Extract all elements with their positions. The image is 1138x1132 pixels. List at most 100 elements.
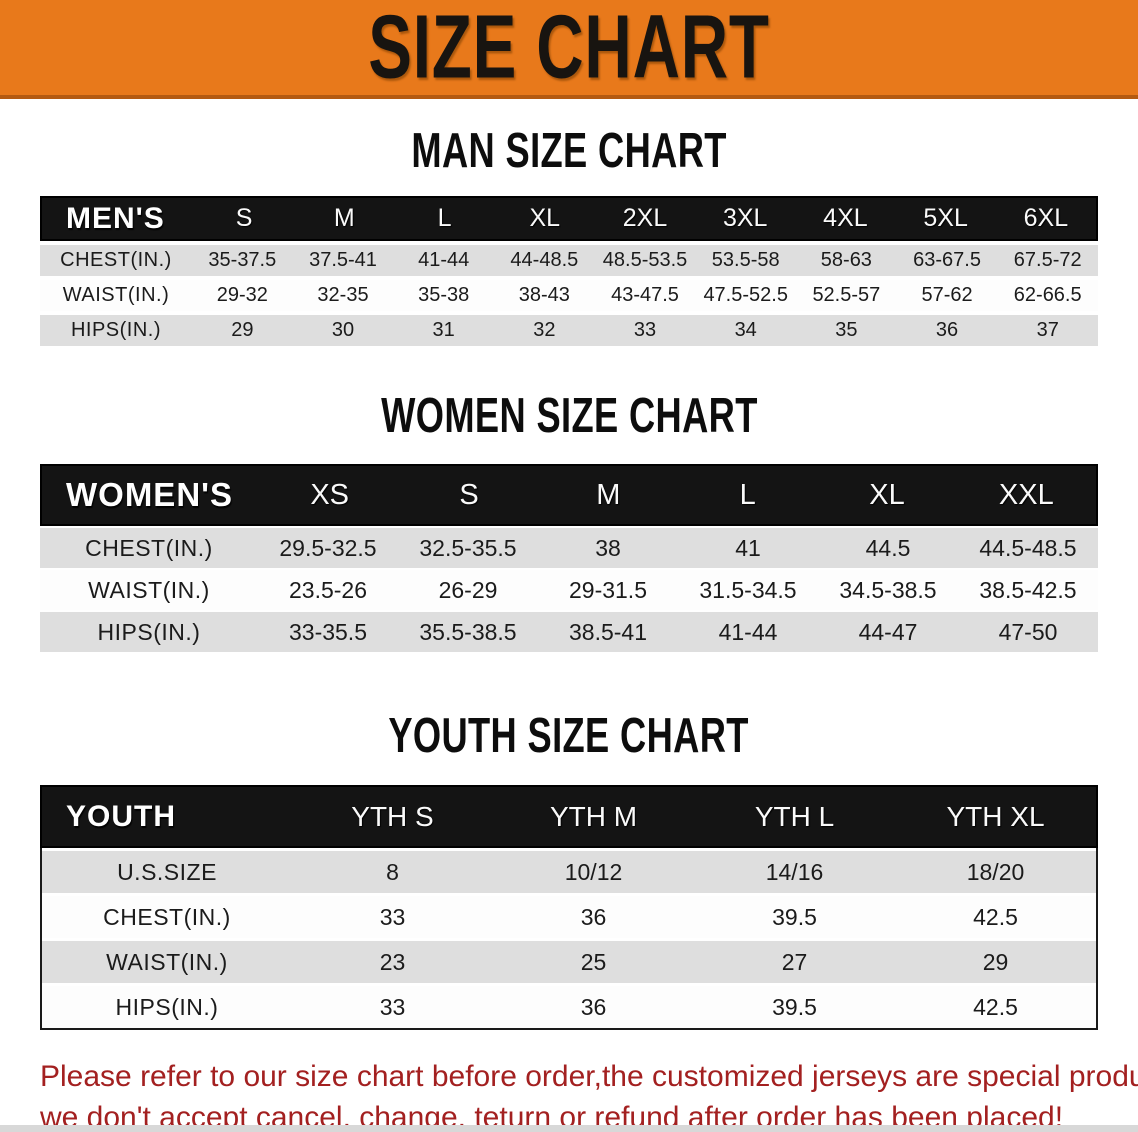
table-cell: 37.5-41 — [309, 249, 377, 271]
table-cell: 32 — [533, 319, 556, 341]
column-header: XL — [869, 478, 905, 511]
table-cell: 37 — [1036, 319, 1059, 341]
column-header: YTH L — [754, 800, 835, 832]
table-cell: 14/16 — [765, 858, 824, 885]
table-cell: 31.5-34.5 — [699, 576, 797, 603]
column-header: 4XL — [823, 204, 868, 232]
table-cell: 58-63 — [820, 249, 872, 271]
table-group-label: YOUTH — [66, 799, 176, 833]
table-cell: 32.5-35.5 — [419, 534, 517, 561]
table-cell: 18/20 — [966, 858, 1025, 885]
table-cell: 44-48.5 — [510, 249, 579, 271]
women-size-chart-title: WOMEN SIZE CHART — [380, 389, 758, 443]
row-label: WAIST(IN.) — [62, 284, 170, 306]
table-cell: 38.5-41 — [568, 618, 647, 645]
row-label: HIPS(IN.) — [97, 618, 201, 645]
table-cell: 63-67.5 — [913, 249, 981, 271]
table-row: WAIST(IN.) 23.5-26 26-29 29-31.5 31.5-34.5 34… — [40, 570, 1098, 610]
table-cell: 47-50 — [998, 618, 1058, 645]
column-header: YTH S — [351, 800, 434, 832]
row-label: CHEST(IN.) — [85, 534, 213, 561]
table-cell: 39.5 — [772, 903, 817, 930]
table-cell: 23 — [379, 948, 406, 975]
table-row: CHEST(IN.) 29.5-32.5 32.5-35.5 38 41 44.5 44.5… — [40, 528, 1098, 568]
table-row: CHEST(IN.) 33 36 39.5 42.5 — [42, 896, 1096, 938]
table-cell: 33-35.5 — [288, 618, 367, 645]
man-section-title-wrap: MAN SIZE CHART — [0, 123, 1138, 179]
table-group-label: MEN'S — [66, 201, 165, 235]
table-cell: 31 — [432, 319, 455, 341]
table-cell: 44.5-48.5 — [979, 534, 1077, 561]
column-header: XXL — [998, 478, 1054, 511]
table-cell: 48.5-53.5 — [602, 249, 688, 271]
column-header: M — [333, 204, 355, 232]
column-header: L — [739, 478, 756, 511]
table-cell: 53.5-58 — [711, 249, 780, 271]
table-cell: 34.5-38.5 — [839, 576, 937, 603]
column-header: XL — [529, 204, 561, 232]
youth-size-chart-title: YOUTH SIZE CHART — [388, 709, 750, 763]
column-header: L — [437, 204, 452, 232]
table-row: CHEST(IN.) 35-37.5 37.5-41 41-44 44-48.5 48.5… — [40, 245, 1098, 276]
table-cell: 35.5-38.5 — [419, 618, 517, 645]
table-cell: 35 — [835, 319, 858, 341]
table-cell: 43-47.5 — [611, 284, 679, 306]
table-cell: 47.5-52.5 — [703, 284, 788, 306]
table-cell: 36 — [580, 903, 607, 930]
table-header-row: MEN'S S M L XL 2XL 3XL 4XL 5XL 6XL — [40, 196, 1098, 241]
column-header: 5XL — [923, 204, 968, 232]
row-label: HIPS(IN.) — [70, 319, 162, 341]
table-cell: 25 — [580, 948, 607, 975]
table-cell: 44-47 — [858, 618, 918, 645]
table-cell: 29 — [231, 319, 254, 341]
column-header: YTH XL — [946, 800, 1045, 832]
table-group-label: WOMEN'S — [66, 476, 234, 513]
table-cell: 34 — [734, 319, 757, 341]
row-label: WAIST(IN.) — [106, 948, 228, 975]
table-row: HIPS(IN.) 33 36 39.5 42.5 — [42, 986, 1096, 1028]
column-header: 6XL — [1023, 204, 1069, 232]
disclaimer-line-1: Please refer to our size chart before or… — [40, 1060, 1138, 1093]
bottom-edge-strip — [0, 1125, 1138, 1132]
table-cell: 44.5 — [865, 534, 911, 561]
column-header: S — [459, 478, 479, 511]
women-section-title-wrap: WOMEN SIZE CHART — [0, 388, 1138, 444]
table-cell: 30 — [331, 319, 355, 341]
column-header: XS — [310, 478, 349, 511]
table-cell: 62-66.5 — [1013, 284, 1082, 306]
row-label: CHEST(IN.) — [60, 249, 172, 271]
women-size-table: WOMEN'S XS S M L XL XXL CHEST(IN.) 29.5-32.5 32.5… — [40, 464, 1098, 652]
table-cell: 29.5-32.5 — [279, 534, 377, 561]
table-header-row: WOMEN'S XS S M L XL XXL — [40, 464, 1098, 526]
table-cell: 38 — [595, 534, 621, 561]
table-cell: 38-43 — [518, 284, 570, 306]
table-cell: 42.5 — [973, 993, 1018, 1020]
man-size-table: MEN'S S M L XL 2XL 3XL 4XL 5XL 6XL CHEST(IN.) 35-37… — [40, 196, 1098, 346]
table-header-row: YOUTH YTH S YTH M YTH L YTH XL — [40, 785, 1098, 848]
row-label: WAIST(IN.) — [88, 576, 210, 603]
table-cell: 57-62 — [921, 284, 973, 306]
table-cell: 29 — [982, 948, 1009, 975]
column-header: S — [235, 204, 253, 232]
table-cell: 39.5 — [772, 993, 817, 1020]
banner-title: SIZE CHART — [368, 0, 770, 97]
column-header: YTH M — [549, 800, 638, 832]
table-cell: 36 — [935, 319, 959, 341]
table-cell: 29-31.5 — [568, 576, 647, 603]
row-label: CHEST(IN.) — [103, 903, 231, 930]
table-row: HIPS(IN.) 33-35.5 35.5-38.5 38.5-41 41-44 44-… — [40, 612, 1098, 652]
row-label: U.S.SIZE — [117, 858, 217, 885]
row-label: HIPS(IN.) — [115, 993, 219, 1020]
table-cell: 41-44 — [718, 618, 778, 645]
disclaimer-text: Please refer to our size chart before or… — [40, 1056, 1138, 1132]
column-header: M — [596, 478, 621, 511]
table-cell: 35-37.5 — [208, 249, 277, 271]
table-cell: 67.5-72 — [1013, 249, 1082, 271]
table-cell: 41-44 — [418, 249, 470, 271]
table-cell: 38.5-42.5 — [979, 576, 1077, 603]
table-row: WAIST(IN.) 23 25 27 29 — [42, 941, 1096, 983]
youth-section-title-wrap: YOUTH SIZE CHART — [0, 708, 1138, 764]
table-row: HIPS(IN.) 29 30 31 32 33 34 35 36 37 — [40, 315, 1098, 346]
table-cell: 33 — [633, 319, 657, 341]
table-cell: 10/12 — [564, 858, 623, 885]
